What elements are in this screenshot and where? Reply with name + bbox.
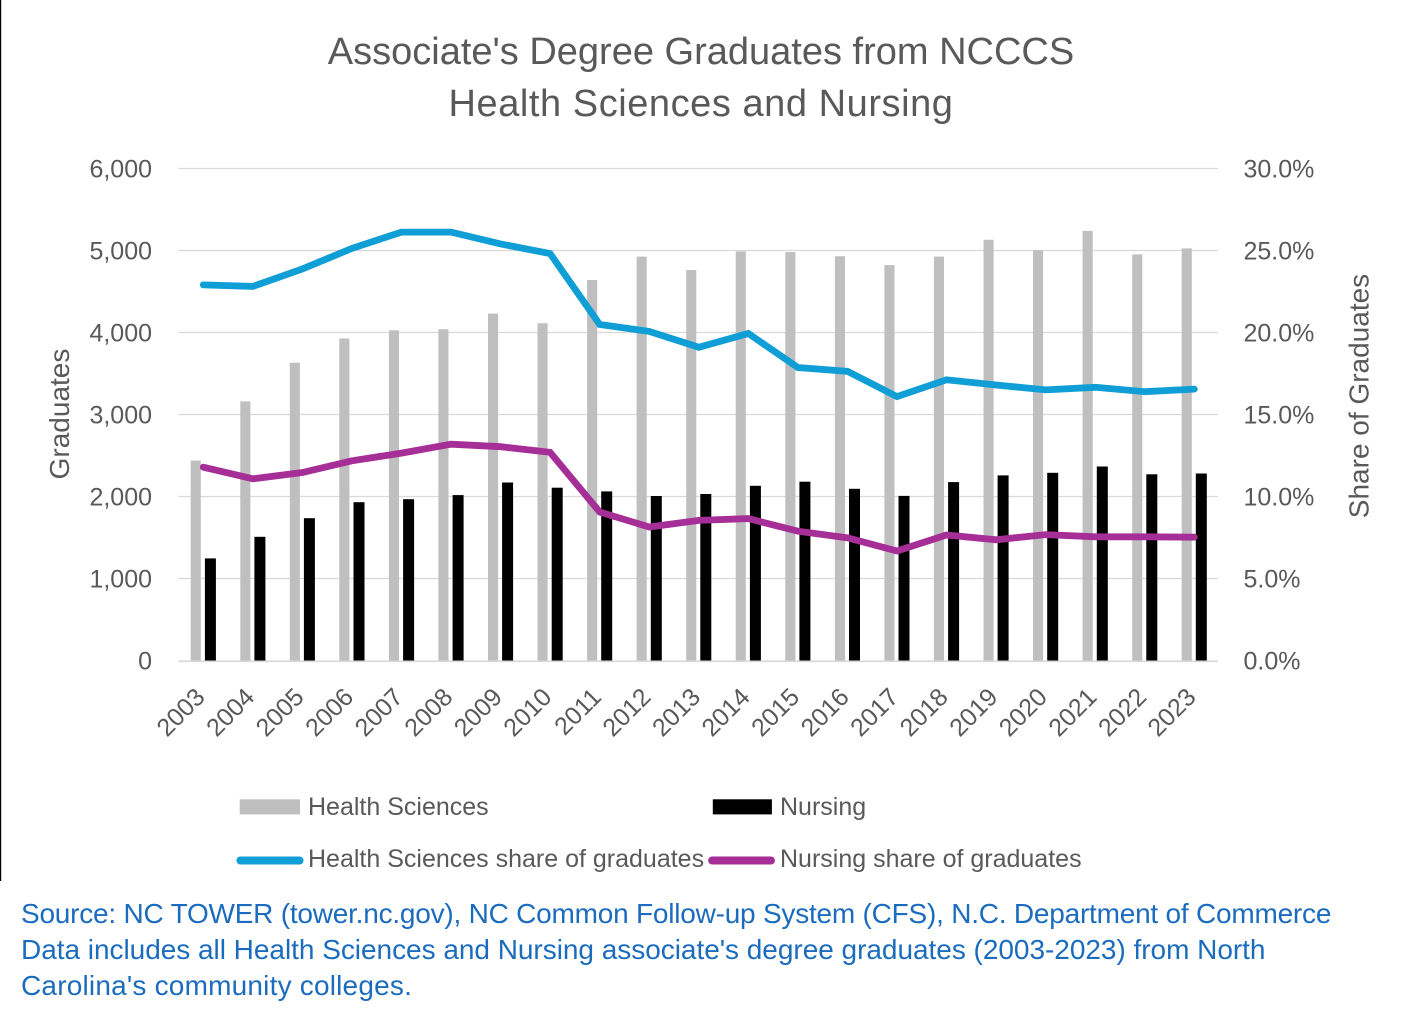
svg-text:2003: 2003 (151, 683, 210, 742)
svg-text:Nursing: Nursing (780, 793, 866, 821)
svg-text:2011: 2011 (549, 683, 607, 741)
svg-text:2006: 2006 (300, 683, 359, 742)
svg-text:2013: 2013 (647, 683, 706, 742)
svg-text:20.0%: 20.0% (1244, 320, 1315, 348)
svg-text:0.0%: 0.0% (1244, 648, 1301, 676)
svg-text:1,000: 1,000 (89, 566, 152, 594)
svg-text:Graduates: Graduates (44, 349, 75, 480)
svg-text:5.0%: 5.0% (1244, 566, 1301, 594)
svg-text:Health Sciences and Nursing: Health Sciences and Nursing (449, 83, 954, 125)
svg-text:2015: 2015 (746, 683, 805, 742)
svg-text:3,000: 3,000 (89, 402, 152, 430)
svg-text:2019: 2019 (944, 683, 1003, 742)
svg-text:10.0%: 10.0% (1244, 484, 1315, 512)
svg-text:2016: 2016 (796, 683, 855, 742)
svg-text:2010: 2010 (498, 683, 557, 742)
svg-text:2018: 2018 (895, 683, 954, 742)
svg-text:15.0%: 15.0% (1244, 402, 1315, 430)
svg-text:Share of Graduates: Share of Graduates (1344, 274, 1375, 518)
svg-text:2021: 2021 (1043, 683, 1102, 742)
svg-text:5,000: 5,000 (89, 238, 152, 266)
svg-text:2009: 2009 (449, 683, 508, 742)
svg-text:2023: 2023 (1142, 683, 1201, 742)
svg-text:30.0%: 30.0% (1244, 156, 1315, 184)
svg-text:4,000: 4,000 (89, 320, 152, 348)
svg-text:2005: 2005 (251, 683, 310, 742)
svg-text:0: 0 (138, 648, 152, 676)
svg-text:Associate's Degree Graduates f: Associate's Degree Graduates from NCCCS (328, 31, 1074, 73)
svg-text:2004: 2004 (201, 683, 260, 742)
svg-text:2007: 2007 (350, 683, 409, 742)
svg-text:2008: 2008 (399, 683, 458, 742)
svg-text:2012: 2012 (597, 683, 656, 742)
svg-text:Nursing share of graduates: Nursing share of graduates (780, 845, 1082, 873)
svg-text:2014: 2014 (696, 683, 755, 742)
svg-text:2017: 2017 (845, 683, 904, 742)
svg-text:2020: 2020 (994, 683, 1053, 742)
svg-text:2,000: 2,000 (89, 484, 152, 512)
svg-text:2022: 2022 (1093, 683, 1152, 742)
svg-text:Health Sciences: Health Sciences (308, 793, 489, 821)
svg-text:25.0%: 25.0% (1244, 238, 1315, 266)
svg-text:6,000: 6,000 (89, 156, 152, 184)
svg-text:Health Sciences share of gradu: Health Sciences share of graduates (308, 845, 704, 873)
